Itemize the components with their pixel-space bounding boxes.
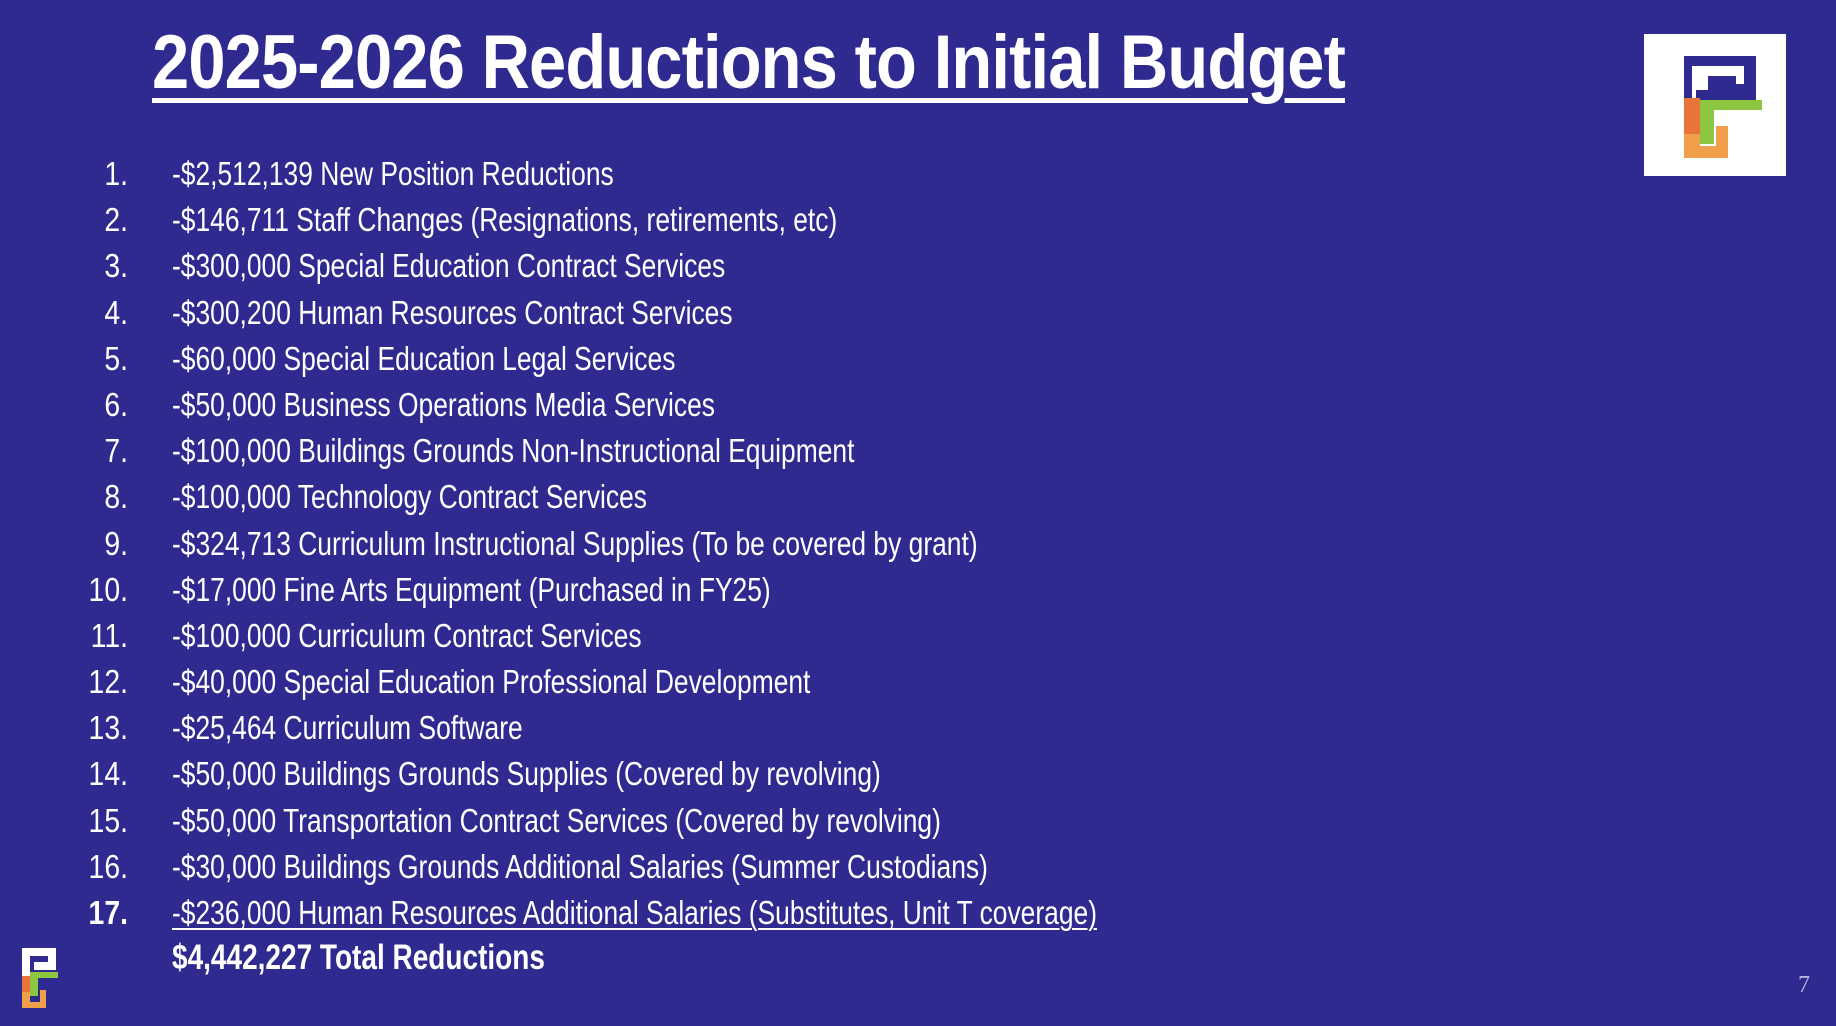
item-text: -$30,000 Buildings Grounds Additional Sa… [172,847,988,885]
item-text: -$25,464 Curriculum Software [172,709,523,747]
item-number: 17. [88,894,128,931]
item-number: 6. [104,385,128,423]
item-number: 11. [90,616,128,654]
total-reductions: $4,442,227 Total Reductions [172,938,545,977]
item-number: 14. [88,755,128,793]
item-number: 15. [88,801,128,839]
item-number: 13. [88,709,128,747]
item-number: 8. [104,478,128,516]
item-text: -$324,713 Curriculum Instructional Suppl… [172,524,978,562]
item-number: 10. [88,570,128,608]
item-text: -$300,200 Human Resources Contract Servi… [172,293,733,331]
item-text: -$40,000 Special Education Professional … [172,663,811,701]
item-text: -$100,000 Buildings Grounds Non-Instruct… [172,432,855,470]
district-logo-icon [1644,34,1786,176]
slide-title: 2025-2026 Reductions to Initial Budget [152,20,1346,105]
item-number: 4. [104,293,128,331]
item-number: 12. [88,663,128,701]
item-text: -$17,000 Fine Arts Equipment (Purchased … [172,570,771,608]
item-number: 16. [88,847,128,885]
item-number: 5. [104,339,128,377]
item-text: -$50,000 Transportation Contract Service… [172,801,941,839]
item-text: -$2,512,139 New Position Reductions [172,155,614,192]
page-number: 7 [1798,972,1810,998]
item-text: -$50,000 Business Operations Media Servi… [172,385,715,423]
item-text: -$100,000 Curriculum Contract Services [172,616,642,654]
item-text: -$60,000 Special Education Legal Service… [172,339,676,377]
item-number: 1. [104,155,128,192]
item-number: 7. [104,432,128,470]
item-text: -$236,000 Human Resources Additional Sal… [172,894,1097,931]
item-text: -$300,000 Special Education Contract Ser… [172,247,726,285]
item-number: 3. [104,247,128,285]
item-text: -$50,000 Buildings Grounds Supplies (Cov… [172,755,881,793]
item-text: -$146,711 Staff Changes (Resignations, r… [172,201,838,239]
item-text: -$100,000 Technology Contract Services [172,478,647,516]
district-logo-small-icon [20,946,60,1010]
item-number: 2. [104,201,128,239]
item-number: 9. [104,524,128,562]
